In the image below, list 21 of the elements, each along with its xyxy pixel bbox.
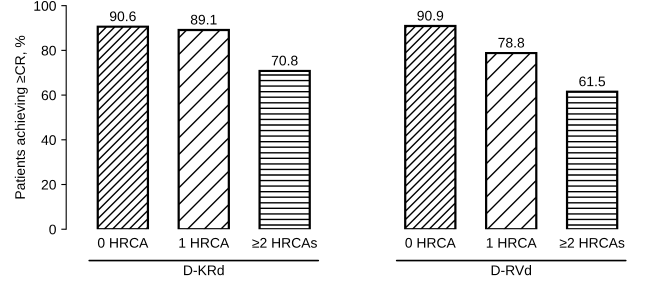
x-tick-label: ≥2 HRCAs — [560, 238, 624, 248]
data-label: 78.8 — [498, 38, 524, 48]
data-label: 89.1 — [190, 14, 217, 25]
y-tick-label: 80 — [42, 46, 56, 56]
data-label: 70.8 — [272, 56, 298, 66]
y-tick-label: 100 — [34, 0, 56, 11]
y-axis-title: Patients achieving ≥CR, % — [14, 36, 28, 198]
data-label: 90.9 — [417, 10, 444, 21]
text: D-KRd — [184, 265, 224, 276]
x-tick-label: 0 HRCA — [98, 238, 148, 248]
text: D-RVd — [492, 265, 532, 276]
y-tick-label: 0 — [49, 224, 56, 234]
data-label: 61.5 — [579, 76, 606, 86]
y-tick-label: 40 — [41, 135, 56, 145]
data-label: 90.6 — [110, 11, 136, 22]
x-tick-label: 1 HRCA — [179, 238, 230, 248]
x-tick-label: 0 HRCA — [405, 238, 456, 248]
y-tick-label: 60 — [42, 90, 56, 100]
x-tick-label: ≥2 HRCAs — [252, 238, 317, 248]
y-tick-label: 20 — [42, 180, 56, 190]
x-tick-label: 1 HRCA — [486, 238, 537, 248]
